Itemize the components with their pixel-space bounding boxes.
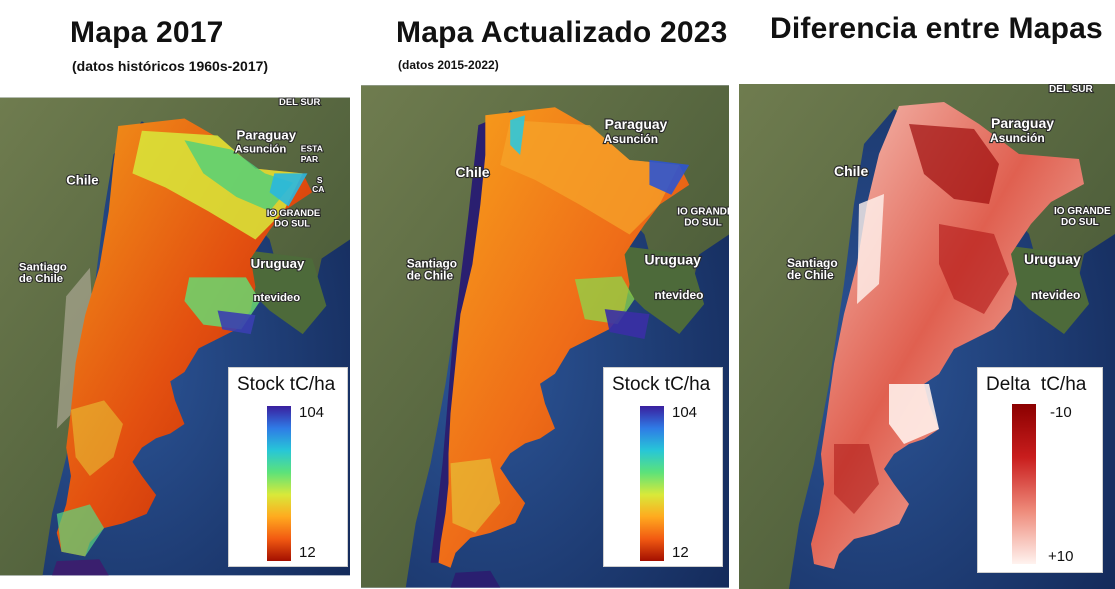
stock-yellow-patagonia — [70, 400, 123, 477]
map-label-paraguay: Paraguay — [991, 115, 1054, 131]
tierra-del-fuego — [450, 570, 501, 588]
legend-colorbar — [267, 406, 291, 561]
map-label-estado-2: PAR — [301, 154, 318, 164]
map-label-asuncion: Asunción — [235, 144, 287, 156]
stock-pampas-blue — [604, 309, 650, 339]
legend-title: Stock tC/ha — [612, 374, 711, 395]
legend-bottom-value: 12 — [299, 544, 316, 561]
map-label-paraguay: Paraguay — [605, 116, 668, 132]
legend-title: Delta tC/ha — [986, 374, 1087, 395]
map-label-santiago-1: Santiago — [407, 256, 457, 270]
map-label-uruguay: Uruguay — [1024, 251, 1081, 267]
map-label-montevideo: ntevideo — [1031, 288, 1080, 302]
panel-2-title: Mapa Actualizado 2023 — [396, 16, 728, 49]
panel-2-subtitle: (datos 2015-2022) — [398, 58, 499, 72]
stock-green-south — [56, 504, 105, 557]
stock-green-ne — [184, 140, 294, 212]
map-label-santiago-2: de Chile — [407, 268, 454, 282]
panel-3-title: Diferencia entre Mapas — [770, 12, 1103, 45]
delta-light-west — [857, 194, 884, 304]
map-label-chile: Chile — [455, 164, 489, 180]
uruguay-land — [236, 249, 327, 335]
legend-bottom-value: 12 — [672, 544, 689, 561]
map-label-asuncion: Asunción — [604, 132, 658, 146]
map-label-rio-grande-1: IO GRANDE — [1054, 206, 1111, 217]
map-label-rio-grande-2: DO SUL — [684, 218, 722, 229]
stock-blue-pampas — [217, 310, 256, 335]
legend-stock-2023: Stock tC/ha 104 12 — [603, 367, 723, 567]
map-label-santiago-1: Santiago — [19, 262, 67, 274]
stock-ne-cyan — [510, 115, 526, 155]
map-label-chile: Chile — [834, 163, 868, 179]
map-label-rio-grande-1: IO GRANDE — [267, 208, 320, 219]
map-label-rio-grande-2: DO SUL — [274, 218, 310, 229]
map-label-sc-1: S — [317, 175, 323, 185]
map-label-uruguay: Uruguay — [251, 256, 305, 271]
stock-ne-blue — [649, 159, 690, 195]
stock-ne-orange — [500, 120, 680, 235]
stock-high-ne — [132, 130, 303, 240]
panel-1-title: Mapa 2017 — [70, 16, 224, 49]
legend-top-value: 104 — [299, 404, 325, 421]
map-label-del-sur-top: DEL SUR — [1049, 84, 1093, 95]
map-label-del-sur-top: DEL SUR — [279, 97, 320, 108]
legend-colorbar — [640, 406, 664, 561]
map-label-asuncion: Asunción — [990, 131, 1045, 145]
map-label-estado-1: ESTA — [301, 144, 323, 154]
panel-1-subtitle: (datos históricos 1960s-2017) — [72, 58, 269, 74]
legend-delta: Delta tC/ha -10 +10 — [977, 367, 1103, 573]
delta-dark-south — [834, 444, 879, 514]
map-panel-difference: Chile Paraguay Asunción Santiago de Chil… — [739, 84, 1115, 589]
tierra-del-fuego — [52, 559, 109, 576]
map-label-santiago-2: de Chile — [19, 273, 63, 285]
delta-dark-north — [909, 124, 999, 204]
legend-title: Stock tC/ha — [237, 374, 336, 395]
map-label-rio-grande-2: DO SUL — [1061, 217, 1099, 228]
stock-cyan-ne — [269, 173, 308, 207]
stock-south-yellow — [450, 458, 501, 533]
map-label-chile: Chile — [66, 173, 98, 188]
map-label-uruguay: Uruguay — [644, 251, 701, 267]
map-label-rio-grande-1: IO GRANDE — [677, 207, 729, 218]
uruguay-land — [609, 244, 705, 335]
uruguay-land — [994, 244, 1089, 334]
andes-snow — [56, 267, 95, 429]
map-panel-2017: Chile Paraguay Asunción Santiago de Chil… — [0, 84, 350, 589]
legend-colorbar — [1012, 404, 1036, 564]
legend-top-value: 104 — [672, 404, 698, 421]
map-label-paraguay: Paraguay — [236, 127, 296, 142]
legend-top-value: -10 — [1050, 404, 1072, 421]
delta-dark-central — [939, 224, 1009, 314]
map-label-montevideo: ntevideo — [254, 292, 301, 304]
legend-bottom-value: +10 — [1048, 548, 1074, 565]
map-label-santiago-1: Santiago — [787, 256, 838, 270]
map-panel-2023: Chile Paraguay Asunción Santiago de Chil… — [361, 84, 729, 589]
map-label-santiago-2: de Chile — [787, 268, 834, 282]
legend-stock-2017: Stock tC/ha 104 12 — [228, 367, 348, 567]
delta-light-patagonia — [889, 384, 939, 444]
map-label-montevideo: ntevideo — [654, 288, 703, 302]
map-label-sc-2: CA — [312, 184, 324, 194]
